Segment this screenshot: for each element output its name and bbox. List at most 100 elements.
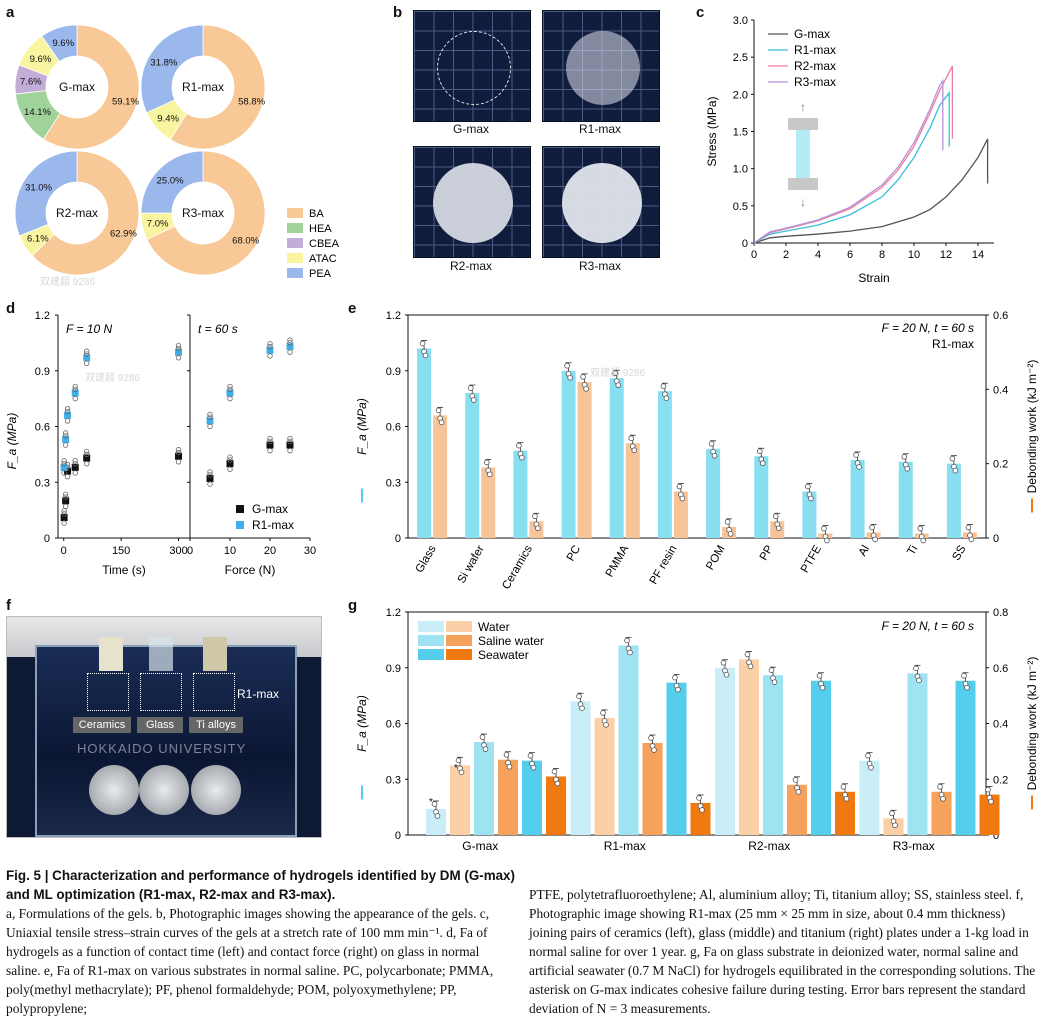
replicate-point [227,395,233,402]
category-label: PTFE [799,543,824,575]
photo-r2max [413,146,531,258]
replicate-point [756,448,763,455]
replicate-point [72,470,78,476]
label-ti-alloys: Ti alloys [189,717,243,733]
replicate-point [83,360,90,367]
gel-disc-white [433,163,513,243]
legend-swatch-fa [418,649,444,660]
legend-label: BA [309,208,324,220]
category-label: PMMA [604,543,632,579]
bar-work-water [594,717,615,835]
y-tick-label-right: 0.4 [993,384,1008,396]
gel-label: R1-max [932,337,974,351]
replicate-point [72,458,78,464]
gel-region-glass [140,673,182,711]
y-tick-label-right: 0.4 [993,719,1008,731]
replicate-point [576,693,582,699]
slice-value-label: 6.1% [27,234,49,245]
y-tick-label-left: 0 [395,830,401,842]
y-tick-label-left: 0.9 [386,366,401,378]
replicate-point [824,537,830,544]
y-tick-label-left: 0.6 [386,719,401,731]
bar-debonding-work [625,443,640,538]
y-tick-label-left: 0.6 [386,422,401,434]
replicate-point [175,449,182,456]
data-point-g-max [64,467,72,475]
legend-label: Water [478,620,510,634]
replicate-point [287,447,293,454]
replicate-point [175,345,182,352]
replicate-point [965,524,972,531]
replicate-point [940,795,946,802]
category-label: Ti [905,544,920,558]
photo-r1max [542,10,660,122]
x-axis-label: Strain [858,271,889,285]
series-line-r1-max [753,90,950,244]
replicate-point [853,452,859,458]
replicate-point [62,442,69,448]
replicate-point [744,651,751,658]
replicate-point [506,763,513,770]
x-tick-label: 14 [972,249,984,261]
x-tick-label: 8 [879,249,885,261]
caption-right-column: PTFE, polytetrafluoroethylene; Al, alumi… [529,866,1039,1018]
y-tick-label-right: 0.2 [993,459,1008,471]
y-tick-label-left: 0.3 [386,774,401,786]
bar-work-saline-water [787,784,807,835]
bar-work-saline-water [642,743,663,835]
bar-debonding-work [433,415,448,538]
replicate-point [458,769,465,776]
bar-work-seawater [690,802,711,835]
replicate-point [771,679,778,685]
bar-fa [657,391,672,538]
replicate-point [772,513,779,520]
y-tick-label: 0 [742,238,748,250]
category-label: R3-max [893,839,935,853]
data-point-r1-max [206,417,214,425]
y-tick-label: 1.0 [733,164,748,176]
replicate-point [583,386,589,392]
replicate-point [61,508,67,514]
category-label: PC [565,544,583,564]
donut-center-label: R1-max [182,80,224,94]
data-point-r1-max [62,436,70,444]
y-tick-label-left: 0.9 [386,663,401,675]
replicate-point [759,460,766,467]
bar-fa-seawater [811,680,831,835]
category-label: POM [704,544,727,573]
replicate-point [904,466,911,472]
replicate-point [267,447,273,454]
replicate-point [207,414,213,420]
slice-value-label: 31.8% [150,57,177,68]
replicate-point [175,342,182,349]
legend-label: R1-max [252,518,294,532]
legend-swatch-ba [287,208,303,218]
y-tick-label-left: 0.3 [386,477,401,489]
y-axis-label: F_a (MPa) [5,413,19,470]
replicate-point [532,513,538,520]
watermark: 双建超 9286 [85,371,140,384]
slice-value-label: 59.1% [112,97,139,108]
data-point-r1-max [60,463,68,471]
replicate-point [567,374,573,381]
specimen-grip-bottom [788,178,818,190]
y-axis-label-right: Debonding work (kJ m⁻²) [1025,657,1039,791]
replicate-point [600,710,606,716]
replicate-point [61,470,67,476]
replicate-point [580,374,586,380]
replicate-point [422,352,429,359]
replicate-point [431,801,438,807]
x-tick-label: 10 [908,249,920,261]
x-tick-label: 0 [751,249,757,261]
x-axis-label: Force (N) [225,563,276,577]
bar-fa [417,348,432,538]
load-weight-right [191,765,241,815]
legend-swatch-atac [287,253,303,263]
replicate-point [267,438,273,445]
donut-center-label: R2-max [56,206,98,220]
x-tick-label: 0 [187,545,193,557]
legend-swatch-work [446,635,472,646]
category-label: SS [950,543,968,563]
donut-slice-pea [140,24,204,114]
replicate-point [949,455,956,462]
